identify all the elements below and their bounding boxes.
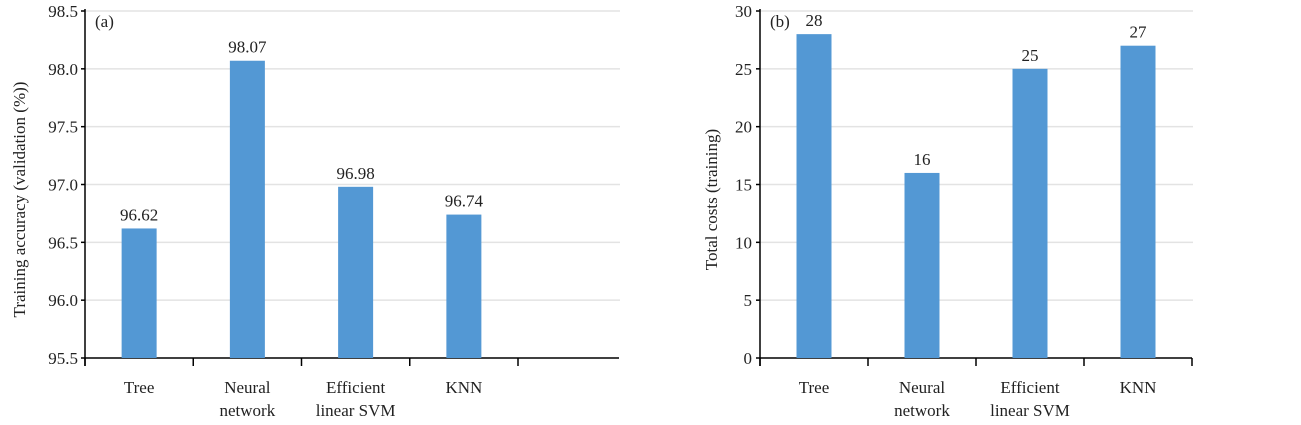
x-tick-label: network [220, 401, 276, 420]
data-label: 96.62 [120, 205, 158, 224]
y-axis-label: Total costs (training) [702, 129, 721, 270]
y-tick-label: 98.5 [48, 2, 78, 21]
bar [121, 228, 157, 358]
x-tick-label: linear SVM [990, 401, 1070, 420]
y-tick-label: 30 [735, 2, 752, 21]
data-label: 98.07 [228, 38, 267, 57]
x-tick-label: KNN [1120, 378, 1157, 397]
y-tick-label: 96.0 [48, 291, 78, 310]
y-tick-label: 15 [735, 176, 752, 195]
x-tick-label: Tree [124, 378, 155, 397]
y-axis-label: Training accuracy (validation (%)) [10, 82, 29, 318]
bar [1120, 45, 1156, 358]
y-tick-label: 20 [735, 118, 752, 137]
x-tick-label: network [894, 401, 950, 420]
bar [904, 172, 940, 358]
data-label: 28 [806, 11, 823, 30]
x-tick-label: Neural [899, 378, 946, 397]
x-tick-label: Tree [799, 378, 830, 397]
bar [338, 186, 374, 358]
y-tick-label: 97.0 [48, 176, 78, 195]
panel-label: (a) [95, 12, 114, 31]
data-label: 96.74 [445, 192, 484, 211]
y-tick-label: 5 [744, 291, 753, 310]
panel-label: (b) [770, 12, 790, 31]
bar [229, 60, 265, 359]
data-label: 96.98 [337, 164, 375, 183]
x-tick-label: linear SVM [316, 401, 396, 420]
y-tick-label: 10 [735, 233, 752, 252]
data-label: 16 [914, 150, 931, 169]
x-tick-label: Neural [224, 378, 271, 397]
bar [446, 214, 482, 358]
bar [1012, 68, 1048, 358]
x-tick-label: KNN [445, 378, 482, 397]
y-tick-label: 98.0 [48, 60, 78, 79]
data-label: 27 [1130, 23, 1148, 42]
y-tick-label: 97.5 [48, 118, 78, 137]
x-tick-label: Efficient [1000, 378, 1059, 397]
bar [796, 34, 832, 359]
x-tick-label: Efficient [326, 378, 385, 397]
data-label: 25 [1022, 46, 1039, 65]
y-tick-label: 25 [735, 60, 752, 79]
y-tick-label: 96.5 [48, 233, 78, 252]
y-tick-label: 0 [744, 349, 753, 368]
y-tick-label: 95.5 [48, 349, 78, 368]
